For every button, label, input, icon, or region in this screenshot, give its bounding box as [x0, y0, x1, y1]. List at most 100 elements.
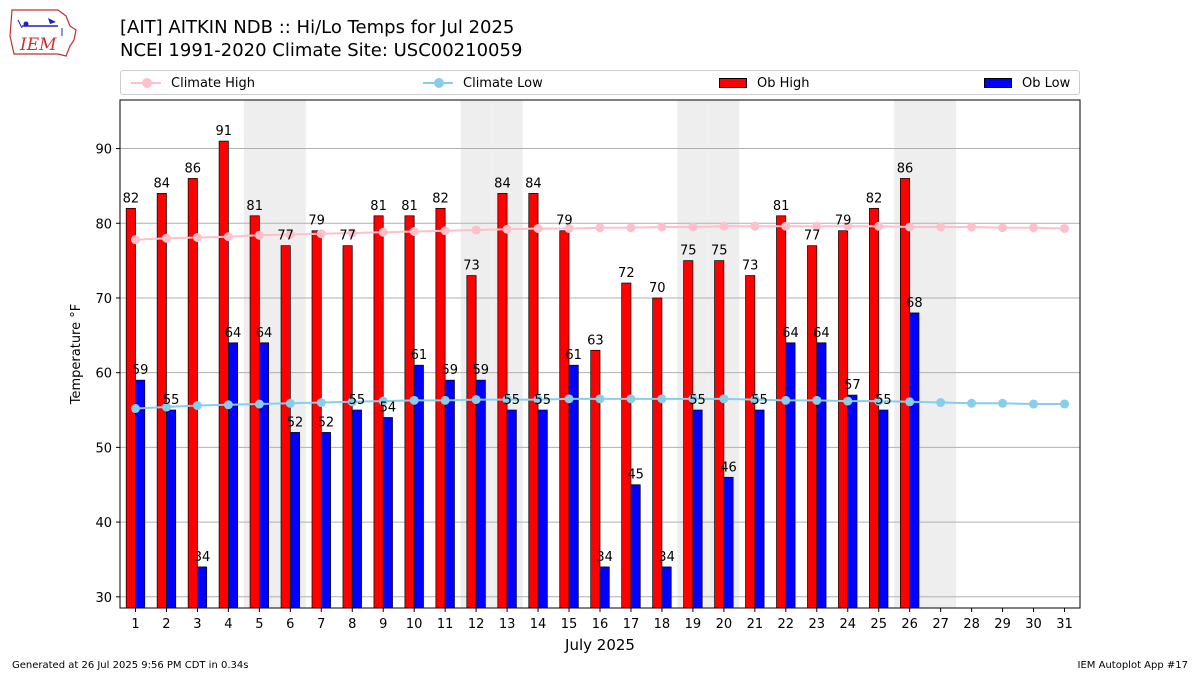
- ob-high-label-21: 73: [742, 259, 759, 274]
- climate-high-point-25: [874, 221, 884, 231]
- climate-low-point-27: [936, 398, 946, 408]
- ob-high-label-18: 70: [649, 281, 666, 296]
- x-tick-label-30: 30: [1025, 617, 1042, 632]
- climate-lines: [130, 221, 1070, 414]
- climate-high-point-7: [316, 229, 326, 239]
- ob-low-label-12: 59: [473, 363, 490, 378]
- x-tick-label-1: 1: [131, 617, 139, 632]
- ob-high-bar-24: [838, 230, 849, 609]
- legend-label-climate-high: Climate High: [171, 75, 256, 91]
- legend-label-climate-low: Climate Low: [463, 75, 543, 91]
- x-tick-label-2: 2: [162, 617, 170, 632]
- climate-high-point-13: [502, 224, 512, 234]
- ob-high-bar-16: [590, 349, 601, 609]
- ob-high-bar-15: [559, 230, 570, 609]
- climate-low-point-22: [781, 395, 791, 405]
- chart-subtitle: NCEI 1991-2020 Climate Site: USC00210059: [120, 40, 523, 61]
- ob-high-bar-4: [218, 140, 229, 609]
- bars: [125, 140, 920, 609]
- climate-high-point-22: [781, 221, 791, 231]
- climate-high-point-3: [192, 232, 202, 242]
- climate-high-point-8: [347, 228, 357, 238]
- ob-low-bar-1: [135, 379, 146, 609]
- climate-high-point-27: [936, 222, 946, 232]
- ob-low-label-3: 34: [194, 550, 211, 565]
- ob-low-label-11: 59: [442, 363, 459, 378]
- ob-low-bar-6: [289, 432, 300, 609]
- ob-high-label-13: 84: [494, 176, 511, 191]
- ob-high-label-2: 84: [154, 176, 171, 191]
- ob-low-label-25: 55: [875, 393, 892, 408]
- y-tick-label-30: 30: [95, 591, 112, 606]
- x-tick-label-9: 9: [379, 617, 387, 632]
- climate-low-point-12: [471, 395, 481, 405]
- ob-high-label-25: 82: [866, 191, 883, 206]
- climate-high-point-6: [285, 229, 295, 239]
- ob-high-label-8: 77: [339, 229, 356, 244]
- ob-low-bar-24: [847, 394, 858, 609]
- legend-item-climate-low: Climate Low: [423, 73, 543, 93]
- climate-low-point-18: [657, 394, 667, 404]
- ob-low-label-16: 34: [596, 550, 613, 565]
- ob-high-label-20: 75: [711, 244, 728, 259]
- ob-low-bar-12: [475, 379, 486, 609]
- legend-label-ob-high: Ob High: [757, 75, 810, 91]
- ob-low-label-15: 61: [565, 348, 582, 363]
- y-tick-label-50: 50: [95, 441, 112, 456]
- x-tick-label-18: 18: [654, 617, 671, 632]
- ob-high-label-6: 77: [277, 229, 294, 244]
- climate-low-point-7: [316, 398, 326, 408]
- ob-high-bar-8: [342, 245, 353, 609]
- climate-low-point-20: [719, 394, 729, 404]
- x-tick-label-10: 10: [406, 617, 423, 632]
- ob-low-bar-7: [320, 432, 331, 609]
- ob-low-label-24: 57: [844, 378, 861, 393]
- ob-high-label-23: 77: [804, 229, 821, 244]
- ob-high-bar-11: [435, 207, 446, 609]
- climate-high-point-10: [409, 226, 419, 236]
- climate-high-point-4: [223, 232, 233, 242]
- ob-high-bar-23: [807, 245, 818, 609]
- ob-high-label-26: 86: [897, 161, 914, 176]
- climate-high-swatch: [131, 73, 161, 93]
- ob-high-bar-21: [745, 275, 756, 609]
- climate-low-point-29: [998, 398, 1008, 408]
- x-tick-label-19: 19: [685, 617, 702, 632]
- climate-high-point-18: [657, 222, 667, 232]
- climate-high-point-19: [688, 222, 698, 232]
- logo-lettering: IEM: [19, 35, 57, 55]
- ob-high-label-3: 86: [185, 161, 202, 176]
- x-tick-label-7: 7: [317, 617, 325, 632]
- ob-low-label-26: 68: [906, 296, 923, 311]
- x-tick-label-16: 16: [592, 617, 609, 632]
- climate-high-point-30: [1029, 223, 1039, 233]
- x-tick-label-11: 11: [437, 617, 454, 632]
- ob-low-label-22: 64: [782, 326, 799, 341]
- climate-low-point-25: [874, 396, 884, 406]
- legend-item-climate-high: Climate High: [131, 73, 255, 93]
- ob-low-bar-21: [754, 409, 765, 609]
- x-axis-label: July 2025: [564, 636, 635, 654]
- ob-high-label-4: 91: [215, 124, 232, 139]
- climate-low-point-21: [750, 395, 760, 405]
- ob-low-label-13: 55: [503, 393, 520, 408]
- ob-high-bar-22: [776, 215, 787, 609]
- ob-low-bar-14: [537, 409, 548, 609]
- ob-low-label-4: 64: [225, 326, 242, 341]
- climate-low-point-19: [688, 394, 698, 404]
- x-tick-label-23: 23: [809, 617, 826, 632]
- ob-high-bar-5: [249, 215, 260, 609]
- climate-low-point-2: [161, 402, 171, 412]
- ob-low-label-21: 55: [751, 393, 768, 408]
- bar-value-labels: 82 84 86 91 81 77 79 77 81 81 82 73 84 84 79 63 72 70 75 75…: [123, 124, 923, 565]
- ob-high-label-15: 79: [556, 214, 573, 229]
- ob-low-label-2: 55: [163, 393, 180, 408]
- climate-high-point-29: [998, 223, 1008, 233]
- y-axis-label: Temperature °F: [69, 304, 84, 405]
- ob-high-bar-17: [621, 282, 632, 609]
- climate-high-point-14: [533, 223, 543, 233]
- ob-high-label-22: 81: [773, 199, 790, 214]
- ob-low-swatch: [984, 78, 1012, 88]
- ob-low-label-23: 64: [813, 326, 830, 341]
